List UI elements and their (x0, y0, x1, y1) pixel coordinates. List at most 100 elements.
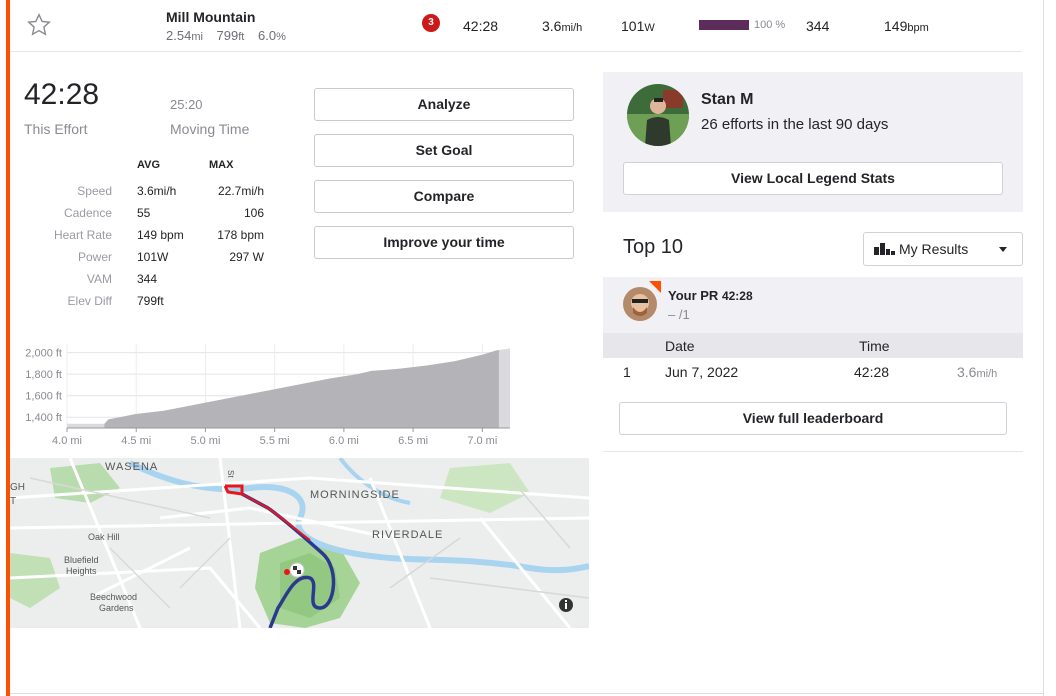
map-label-gardens: Gardens (99, 603, 134, 613)
map-label-riverdale: RIVERDALE (372, 529, 443, 541)
analyze-button[interactable]: Analyze (314, 88, 574, 121)
legend-efforts: 26 efforts in the last 90 days (701, 116, 889, 133)
effort-time-label: This Effort (24, 121, 88, 137)
local-legend-card: Stan M 26 efforts in the last 90 days Vi… (603, 72, 1023, 212)
stat-max: 297 W (229, 250, 264, 264)
view-full-leaderboard-button[interactable]: View full leaderboard (619, 402, 1007, 435)
stat-avg: 55 (137, 206, 151, 220)
power-percent-bar (699, 20, 749, 30)
x-tick-label: 4.0 mi (52, 435, 82, 447)
max-header: MAX (209, 159, 234, 171)
leaderboard-header: Date Time (603, 333, 1023, 358)
effort-time: 42:28 (24, 78, 100, 111)
top10-title: Top 10 (623, 236, 684, 258)
divider (603, 451, 1023, 452)
stat-avg: 101W (137, 250, 169, 264)
segment-highlight (241, 493, 311, 541)
stat-max: 178 bpm (217, 228, 264, 242)
pr-rank: – /1 (668, 307, 690, 322)
map-labels: WASENA MORNINGSIDE RIVERDALE Oak Hill Bl… (10, 461, 443, 613)
segment-power: 101W (621, 18, 655, 34)
personal-record-row: Your PR 42:28 – /1 (603, 277, 1023, 333)
y-tick-label: 2,000 ft (25, 348, 62, 360)
y-tick-label: 1,800 ft (25, 369, 62, 381)
divider (1043, 0, 1044, 696)
legend-name[interactable]: Stan M (701, 91, 754, 108)
map-label-wasena: WASENA (105, 461, 158, 473)
stat-label: Speed (77, 184, 112, 198)
compare-button[interactable]: Compare (314, 180, 574, 213)
start-marker (284, 569, 290, 575)
x-tick-label: 6.5 mi (398, 435, 428, 447)
map-label-street: St (226, 470, 235, 478)
creek (338, 458, 411, 505)
map-label-beechwood: Beechwood (90, 592, 137, 602)
x-tick-label: 6.0 mi (329, 435, 359, 447)
finish-flag-icon (293, 566, 301, 574)
stat-max: 22.7mi/h (217, 184, 264, 198)
avatar[interactable] (623, 287, 657, 321)
date-header: Date (665, 338, 695, 354)
x-tick-label: 7.0 mi (467, 435, 497, 447)
moving-time-label: Moving Time (170, 121, 250, 137)
leaderboard-rank: 1 (623, 364, 631, 380)
view-local-legend-button[interactable]: View Local Legend Stats (623, 162, 1003, 195)
segment-speed: 3.6mi/h (542, 18, 583, 34)
segment-vam: 344 (806, 18, 830, 34)
star-icon[interactable] (26, 12, 52, 38)
power-percent: 100 % (754, 19, 786, 31)
elevation-chart[interactable]: 2,000 ft 1,800 ft 1,600 ft 1,400 ft 4.0 mi 4.… (10, 340, 520, 452)
stat-avg: 799ft (137, 294, 164, 308)
stat-label: Elev Diff (67, 294, 112, 308)
results-filter-select[interactable]: My Results (863, 232, 1023, 266)
segment-name[interactable]: Mill Mountain (166, 9, 256, 25)
segment-time: 42:28 (463, 18, 499, 34)
stat-label: Power (77, 250, 112, 264)
stat-avg: 344 (137, 272, 158, 286)
time-header: Time (859, 338, 890, 354)
segment-heart-rate: 149bpm (884, 18, 929, 34)
set-goal-button[interactable]: Set Goal (314, 134, 574, 167)
stat-max: 106 (243, 206, 264, 220)
info-icon[interactable] (559, 598, 573, 612)
leaderboard-speed: 3.6mi/h (957, 364, 998, 380)
finish-flag-icon (289, 562, 305, 578)
stat-label: Cadence (63, 206, 112, 220)
pr-label: Your PR 42:28 (668, 288, 753, 303)
improve-time-button[interactable]: Improve your time (314, 226, 574, 259)
elevation-segment-area (104, 350, 499, 428)
segment-elevation: 799ft (216, 28, 245, 43)
leaderboard-date[interactable]: Jun 7, 2022 (665, 364, 739, 380)
map-label-edge: T (10, 496, 16, 507)
moving-time: 25:20 (170, 97, 203, 112)
avatar[interactable] (627, 84, 689, 146)
minor-roads (29, 477, 589, 609)
pr-chevron-icon (649, 281, 661, 293)
x-tick-label: 4.5 mi (121, 435, 151, 447)
map-label-heights: Heights (66, 566, 97, 576)
selected-accent-bar (6, 0, 10, 696)
segment-stats: 2.54mi 799ft 6.0% (166, 28, 296, 43)
park-area (440, 463, 530, 513)
map-label-morningside: MORNINGSIDE (310, 489, 400, 501)
park-area (10, 553, 60, 608)
segment-map[interactable]: WASENA MORNINGSIDE RIVERDALE Oak Hill Bl… (10, 458, 589, 628)
map-label-oak-hill: Oak Hill (88, 532, 120, 542)
stat-label: VAM (86, 272, 112, 286)
map-label-edge: GH (10, 482, 25, 493)
segment-row[interactable]: Mill Mountain 2.54mi 799ft 6.0% 3 42:28 … (10, 0, 1022, 52)
map-label-bluefield: Bluefield (64, 555, 99, 565)
effort-stats-table: Speed 3.6mi/h 22.7mi/h Cadence 55 106 He… (0, 184, 280, 314)
roads (10, 458, 589, 628)
stat-avg: 149 bpm (137, 228, 184, 242)
divider (10, 693, 1044, 694)
x-tick-label: 5.0 mi (190, 435, 220, 447)
y-tick-label: 1,400 ft (25, 412, 62, 424)
results-filter-value: My Results (899, 241, 969, 257)
stat-label: Heart Rate (53, 228, 112, 242)
segment-grade: 6.0% (258, 28, 286, 43)
chevron-down-icon (999, 247, 1007, 252)
x-tick-label: 5.5 mi (260, 435, 290, 447)
rank-badge: 3 (422, 14, 440, 32)
